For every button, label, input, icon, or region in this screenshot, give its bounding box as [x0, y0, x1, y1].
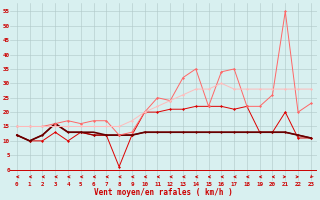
- X-axis label: Vent moyen/en rafales ( km/h ): Vent moyen/en rafales ( km/h ): [94, 188, 233, 197]
